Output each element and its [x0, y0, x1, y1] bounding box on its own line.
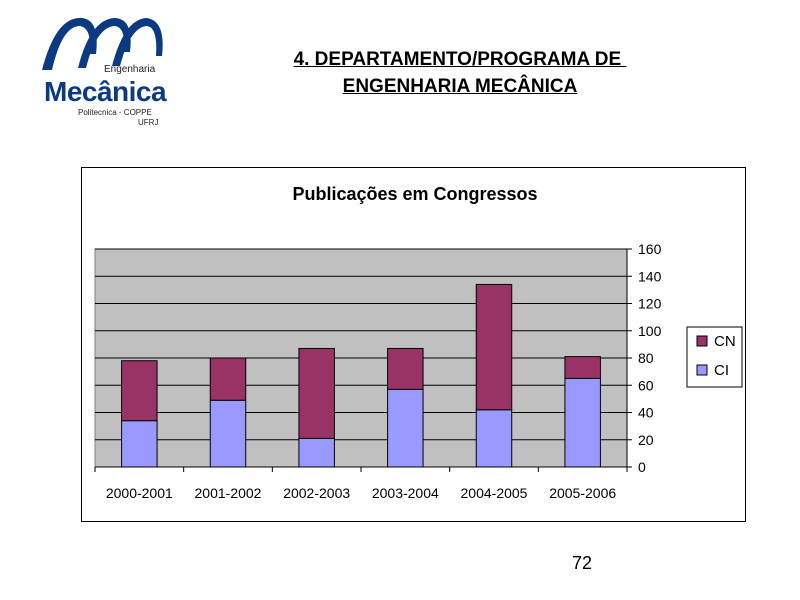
slide-title-line2: ENGENHARIA MECÂNICA [342, 76, 578, 97]
y-tick-label: 160 [638, 241, 662, 257]
bar-ci-2002-2003 [298, 437, 335, 468]
legend-swatch-ci [696, 364, 708, 376]
y-tick-label: 40 [638, 405, 654, 421]
y-tick-label: 0 [638, 459, 646, 475]
y-tick-label: 140 [638, 268, 662, 284]
x-tick-label: 2003-2004 [372, 485, 439, 501]
bar-ci-2000-2001 [121, 420, 158, 468]
page-number: 72 [572, 553, 593, 573]
x-tick-label: 2005-2006 [549, 485, 616, 501]
y-tick-label: 60 [638, 377, 654, 393]
logo-mecanica-text: Mecânica [44, 76, 167, 107]
logo-engenharia-text: Engenharia [104, 64, 156, 75]
bar-cn-2005-2006 [564, 356, 601, 379]
bar-cn-2000-2001 [121, 360, 158, 422]
bar-ci-2005-2006 [564, 377, 601, 468]
stacked-bar-chart: Publicações em Congressos 0 20 40 60 80 100 120… [94, 184, 743, 501]
legend-box [686, 326, 743, 388]
logo-arcs-icon [42, 17, 163, 70]
bar-ci-2004-2005 [475, 409, 513, 468]
bar-ci-2003-2004 [387, 388, 424, 468]
slide-title-line1: 4. DEPARTAMENTO/PROGRAMA DE [293, 49, 627, 70]
x-tick-label: 2002-2003 [283, 485, 350, 501]
y-tick-label: 100 [638, 323, 662, 339]
y-tick-label: 20 [638, 432, 654, 448]
x-tick-label: 2000-2001 [106, 485, 173, 501]
logo-politecnica-text: Politecnica - COPPE [78, 108, 152, 117]
y-tick-label: 80 [638, 350, 654, 366]
chart-title: Publicações em Congressos [292, 184, 537, 204]
legend-label-cn: CN [714, 333, 736, 350]
bar-cn-2003-2004 [387, 347, 424, 390]
x-tick-label: 2004-2005 [461, 485, 528, 501]
legend-swatch-cn [696, 335, 708, 347]
chart-frame: Publicações em Congressos 0 20 40 60 80 100 120… [81, 167, 746, 522]
logo: Engenharia Mecânica Politecnica - COPPE … [38, 10, 168, 127]
bar-cn-2004-2005 [475, 283, 513, 411]
logo-ufrj-text: UFRJ [138, 118, 159, 127]
slide-title: 4. DEPARTAMENTO/PROGRAMA DE ENGENHARIA M… [210, 46, 710, 100]
bar-cn-2001-2002 [209, 357, 247, 401]
y-tick-label: 120 [638, 296, 662, 312]
legend-label-ci: CI [714, 362, 729, 379]
x-tick-label: 2001-2002 [195, 485, 262, 501]
bar-cn-2002-2003 [298, 347, 335, 439]
bar-ci-2001-2002 [209, 399, 247, 468]
